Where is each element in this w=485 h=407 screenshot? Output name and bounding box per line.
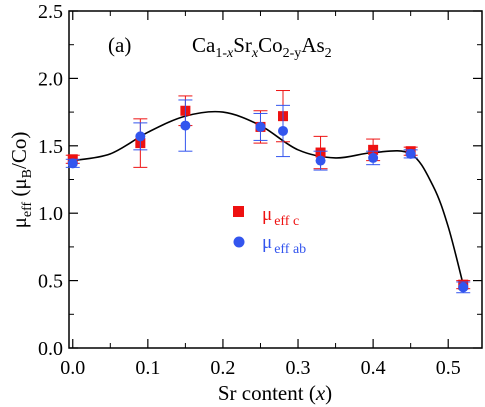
legend-marker-c — [233, 206, 244, 217]
x-axis-label: Sr content (x) — [218, 381, 332, 405]
formula-as: As — [301, 33, 324, 57]
x-tick-labels: 0.0 0.1 0.2 0.3 0.4 0.5 — [60, 357, 460, 379]
legend: μ eff c μ eff ab — [233, 204, 306, 257]
x-tick-label: 0.4 — [361, 357, 386, 379]
formula-sub-3: 2-y — [283, 46, 302, 61]
y-tick-label: 1.0 — [38, 203, 63, 225]
data-point-square — [368, 144, 379, 155]
x-tick-label: 0.3 — [286, 357, 311, 379]
data-series — [65, 90, 471, 294]
fit-curve — [72, 110, 464, 285]
data-point-circle — [67, 158, 78, 169]
y-tick-label: 0.0 — [38, 338, 63, 360]
data-point-circle — [278, 125, 289, 136]
legend-marker-ab — [233, 236, 245, 248]
data-point-circle — [405, 148, 416, 159]
y-tick-label: 1.5 — [38, 136, 63, 158]
x-tick-label: 0.5 — [436, 357, 461, 379]
data-point-circle — [368, 152, 379, 163]
y-tick-label: 0.5 — [38, 271, 63, 293]
formula: Ca1-xSrxCo2-yAs2 — [192, 33, 332, 61]
series-eff-c — [65, 90, 471, 290]
data-point-circle — [255, 121, 266, 132]
formula-var-1: x — [226, 46, 234, 61]
axis-ticks — [69, 10, 482, 349]
series-eff-ab — [65, 99, 471, 294]
y-tick-label: 2.0 — [38, 68, 63, 90]
data-point-circle — [180, 120, 191, 131]
data-point-circle — [458, 282, 469, 293]
formula-ca: Ca — [192, 33, 216, 57]
legend-label-c: μ eff c — [262, 204, 299, 229]
y-tick-labels: 0.0 0.5 1.0 1.5 2.0 2.5 — [38, 1, 63, 360]
plot-frame — [68, 10, 483, 349]
formula-sr: Sr — [233, 33, 252, 57]
formula-sub-1: 1- — [215, 46, 227, 61]
data-point-circle — [315, 155, 326, 166]
formula-sub-4: 2 — [325, 46, 332, 61]
formula-co: Co — [258, 33, 283, 57]
x-tick-label: 0.0 — [60, 357, 85, 379]
panel-label: (a) — [108, 33, 131, 57]
data-point-circle — [135, 131, 146, 142]
y-axis-label: μeff (μB/Co) — [7, 132, 35, 229]
formula-var-2: x — [251, 46, 259, 61]
legend-label-ab: μ eff ab — [262, 232, 306, 257]
y-tick-label: 2.5 — [38, 1, 63, 23]
x-tick-label: 0.1 — [135, 357, 160, 379]
x-tick-label: 0.2 — [210, 357, 235, 379]
